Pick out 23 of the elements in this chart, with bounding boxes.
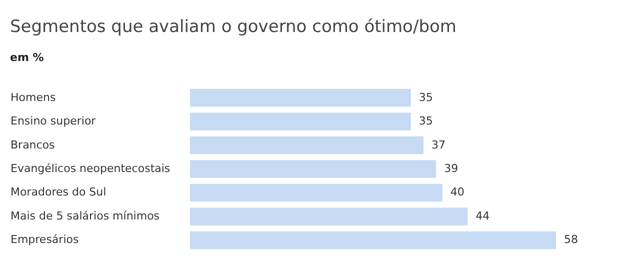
data-label: 35 bbox=[418, 114, 433, 128]
data-label: 58 bbox=[564, 233, 578, 246]
y-tick-label: Ensino superior bbox=[10, 114, 96, 128]
y-tick-label: Moradores do Sul bbox=[10, 186, 106, 199]
y-tick-label: Empresários bbox=[10, 233, 79, 246]
bar bbox=[190, 160, 436, 178]
bar bbox=[190, 231, 556, 250]
data-label: 40 bbox=[450, 186, 464, 199]
data-label: 44 bbox=[476, 209, 490, 222]
data-label: 37 bbox=[431, 138, 446, 152]
y-tick-label: Homens bbox=[10, 90, 56, 104]
bar bbox=[190, 136, 424, 154]
bar bbox=[190, 208, 468, 226]
bar bbox=[190, 112, 411, 130]
y-tick-label: Mais de 5 salários mínimos bbox=[10, 209, 160, 222]
data-label: 35 bbox=[418, 90, 433, 104]
data-label: 39 bbox=[444, 162, 458, 175]
y-tick-label: Brancos bbox=[10, 138, 56, 152]
bar bbox=[190, 184, 442, 202]
text: em % bbox=[10, 51, 44, 64]
chart-title: Segmentos que avaliam o governo como ótimo/bom bbox=[10, 17, 456, 37]
bar bbox=[190, 88, 411, 107]
y-tick-label: Evangélicos neopentecostais bbox=[10, 162, 170, 175]
